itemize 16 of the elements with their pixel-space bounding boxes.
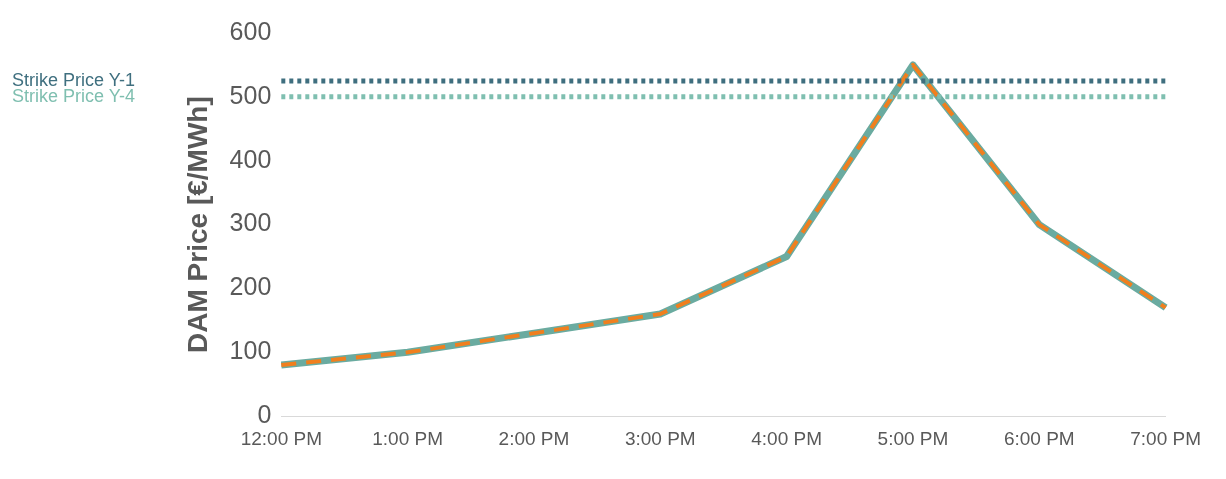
y-tick-label: 600 [229, 16, 272, 45]
y-tick-label: 300 [229, 208, 272, 237]
y-tick-label: 100 [229, 336, 272, 365]
y-axis-title: DAM Price [€/MWh] [181, 96, 213, 353]
x-tick-label: 1:00 PM [372, 427, 444, 449]
y-tick-label: 400 [229, 144, 272, 173]
y-tick-label: 500 [229, 80, 272, 109]
x-tick-label: 12:00 PM [240, 427, 322, 449]
x-tick-label: 4:00 PM [751, 427, 823, 449]
x-tick-label: 2:00 PM [498, 427, 570, 449]
x-tick-label: 6:00 PM [1003, 427, 1075, 449]
y-tick-label: 200 [229, 272, 272, 301]
x-tick-label: 5:00 PM [877, 427, 949, 449]
x-tick-label: 7:00 PM [1130, 427, 1201, 449]
x-tick-label: 3:00 PM [624, 427, 696, 449]
y-tick-label: 0 [257, 400, 272, 429]
